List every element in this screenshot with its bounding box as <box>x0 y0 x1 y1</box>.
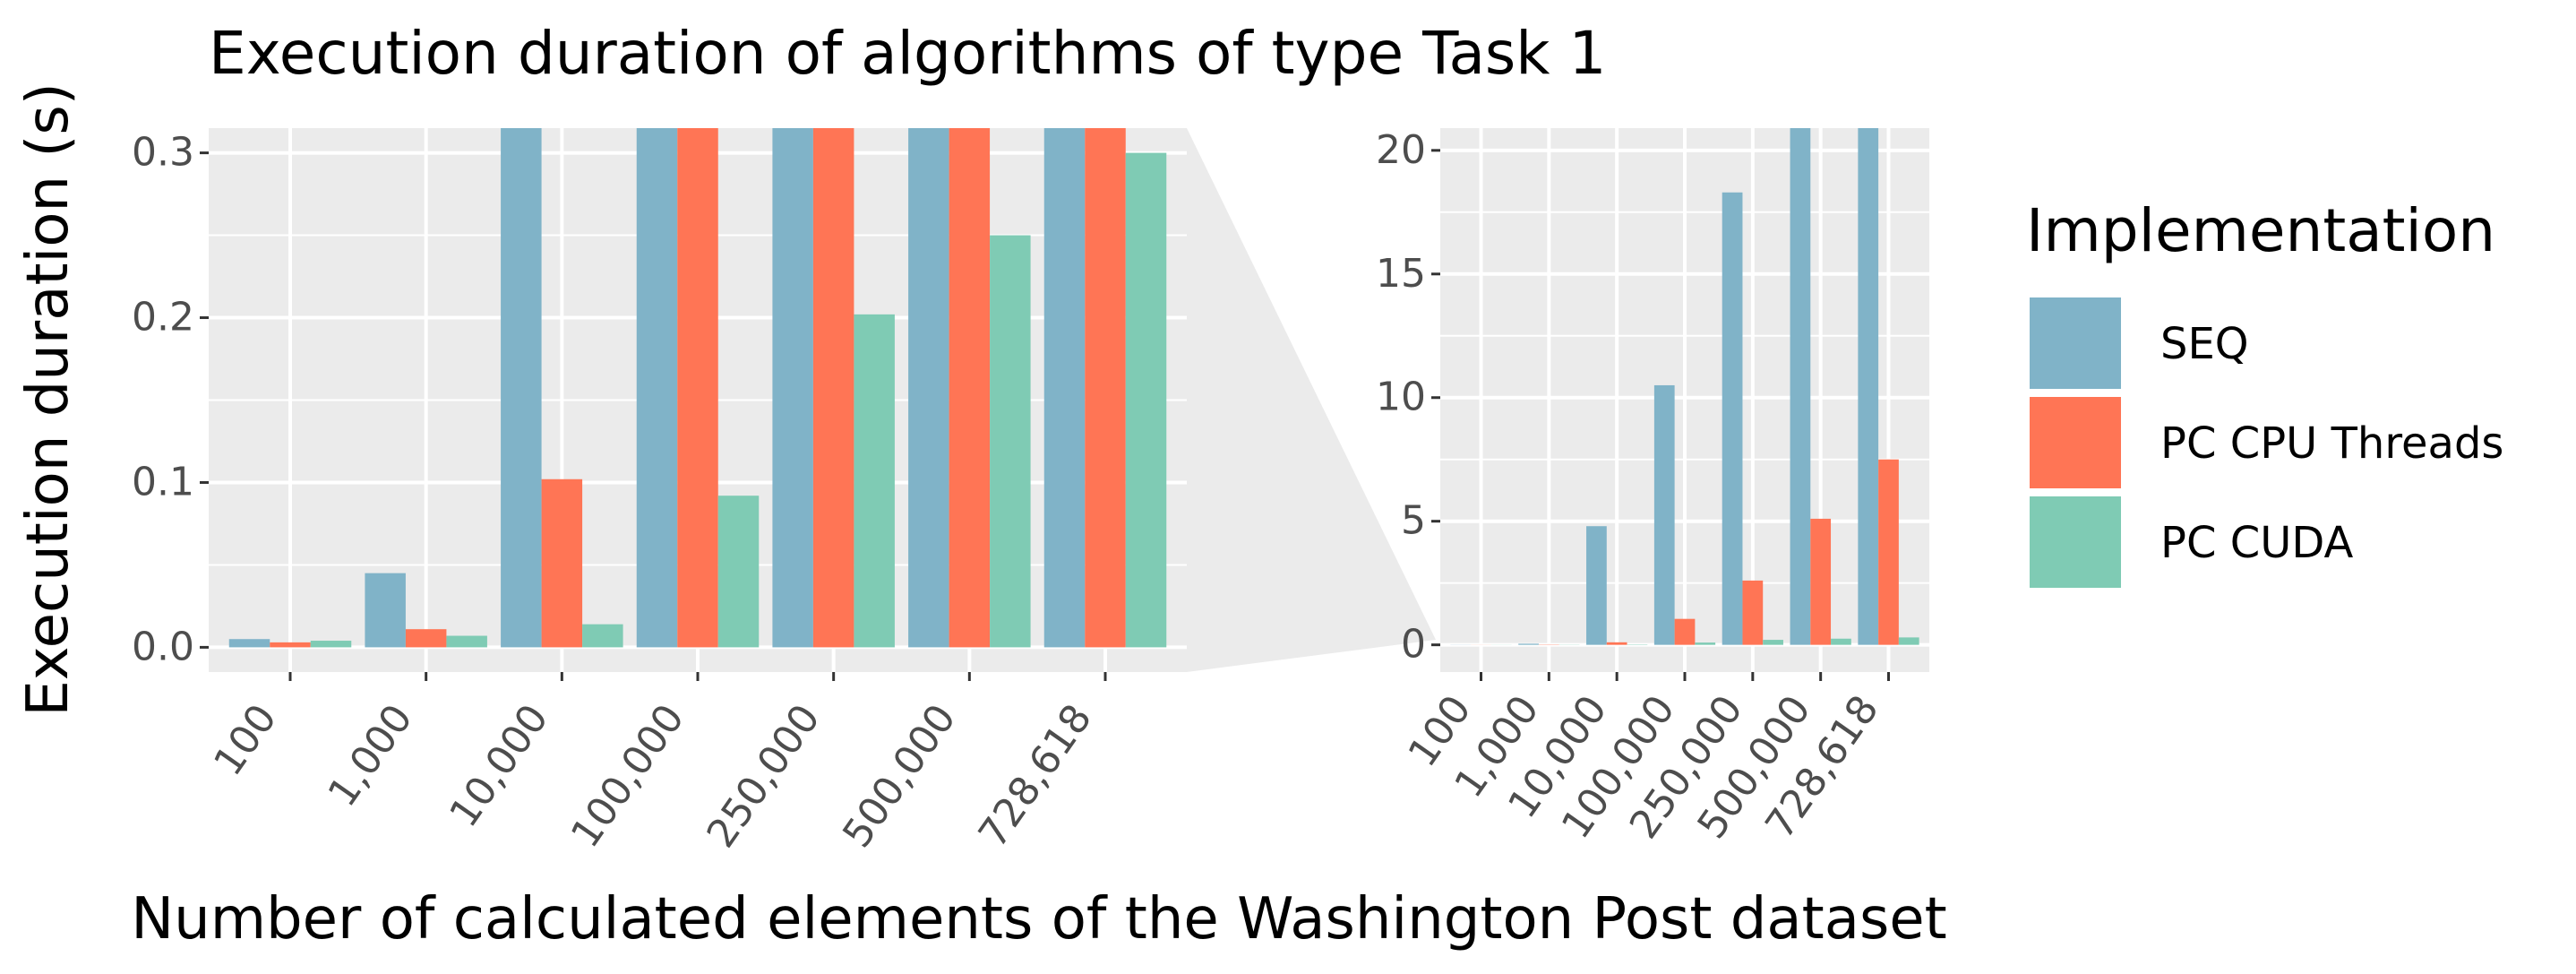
legend-label: PC CUDA <box>2160 518 2353 568</box>
zoom-bar <box>772 128 813 648</box>
full-y-tick-label: 0 <box>1401 622 1426 668</box>
zoom-bar <box>541 478 583 648</box>
full-bar <box>1878 459 1899 645</box>
full-bar <box>1653 384 1675 645</box>
full-bar <box>1790 128 1811 645</box>
full-bar <box>1898 637 1919 645</box>
full-bar <box>1831 638 1851 645</box>
zoom-x-tick-label: 728,618 <box>970 696 1101 856</box>
full-bars <box>1450 128 1919 645</box>
zoom-x-tick-label: 500,000 <box>834 696 965 856</box>
zoom-bar <box>812 128 854 648</box>
full-bar <box>1722 192 1743 645</box>
zoom-bar <box>582 624 623 648</box>
zoom-bar <box>717 496 760 648</box>
full-bar <box>1695 642 1716 645</box>
zoom-panel: 0.0 0.1 0.2 0.3 100 1,000 10,000 100,000 250,000… <box>132 128 1187 856</box>
full-bar <box>1763 640 1783 645</box>
zoom-bar <box>949 128 991 648</box>
legend-label: PC CPU Threads <box>2160 418 2503 469</box>
x-axis-label: Number of calculated elements of the Was… <box>131 886 1947 952</box>
full-y-tick-label: 10 <box>1376 375 1426 420</box>
full-bar <box>1586 526 1607 645</box>
zoom-x-tick-label: 100,000 <box>562 696 693 856</box>
full-bar <box>1606 642 1627 645</box>
zoom-bar <box>270 642 311 648</box>
zoom-bars <box>228 128 1167 648</box>
zoom-x-tick-label: 250,000 <box>699 696 829 856</box>
zoom-bar <box>446 635 487 648</box>
full-y-tick-label: 5 <box>1401 498 1426 544</box>
zoom-y-tick-label: 0.0 <box>132 624 194 669</box>
full-panel: 051015201001,00010,000100,000250,000500,… <box>1376 127 1929 847</box>
zoom-x-tick-label: 10,000 <box>441 696 557 835</box>
zoom-y-tick-label: 0.1 <box>132 459 194 504</box>
full-bar <box>1742 580 1764 645</box>
zoom-bar <box>636 128 678 648</box>
legend-label: SEQ <box>2160 319 2249 369</box>
legend-key <box>2026 294 2125 392</box>
full-y-tick-label: 20 <box>1376 127 1426 173</box>
legend-title: Implementation <box>2026 196 2495 265</box>
full-bar <box>1858 128 1879 645</box>
zoom-x-tick-label: 100 <box>205 696 286 784</box>
legend-key <box>2026 493 2125 591</box>
zoom-x-tick-label: 1,000 <box>320 696 422 815</box>
zoom-bar <box>1043 128 1086 648</box>
full-bar <box>1518 643 1539 645</box>
y-axis-label: Execution duration (s) <box>15 82 82 716</box>
zoom-bar <box>405 629 447 648</box>
full-bar <box>1810 518 1832 645</box>
zoom-bar <box>1125 152 1167 648</box>
full-bar <box>1674 618 1696 645</box>
zoom-y-tick-label: 0.3 <box>132 130 194 176</box>
zoom-bar <box>228 639 270 648</box>
zoom-bar <box>501 128 542 648</box>
full-y-tick-label: 15 <box>1376 251 1426 297</box>
zoom-connector <box>1187 128 1436 672</box>
zoom-bar <box>854 314 895 648</box>
zoom-bar <box>990 235 1031 648</box>
chart-title: Execution duration of algorithms of type… <box>209 19 1606 88</box>
zoom-bar <box>908 128 949 648</box>
legend-key <box>2026 393 2125 492</box>
zoom-bar <box>310 641 352 648</box>
zoom-bar <box>1085 128 1126 648</box>
zoom-y-tick-label: 0.2 <box>132 295 194 340</box>
legend: Implementation SEQ PC CPU Threads PC CUDA <box>2026 196 2503 591</box>
zoom-bar <box>677 128 718 648</box>
zoom-bar <box>365 573 406 648</box>
